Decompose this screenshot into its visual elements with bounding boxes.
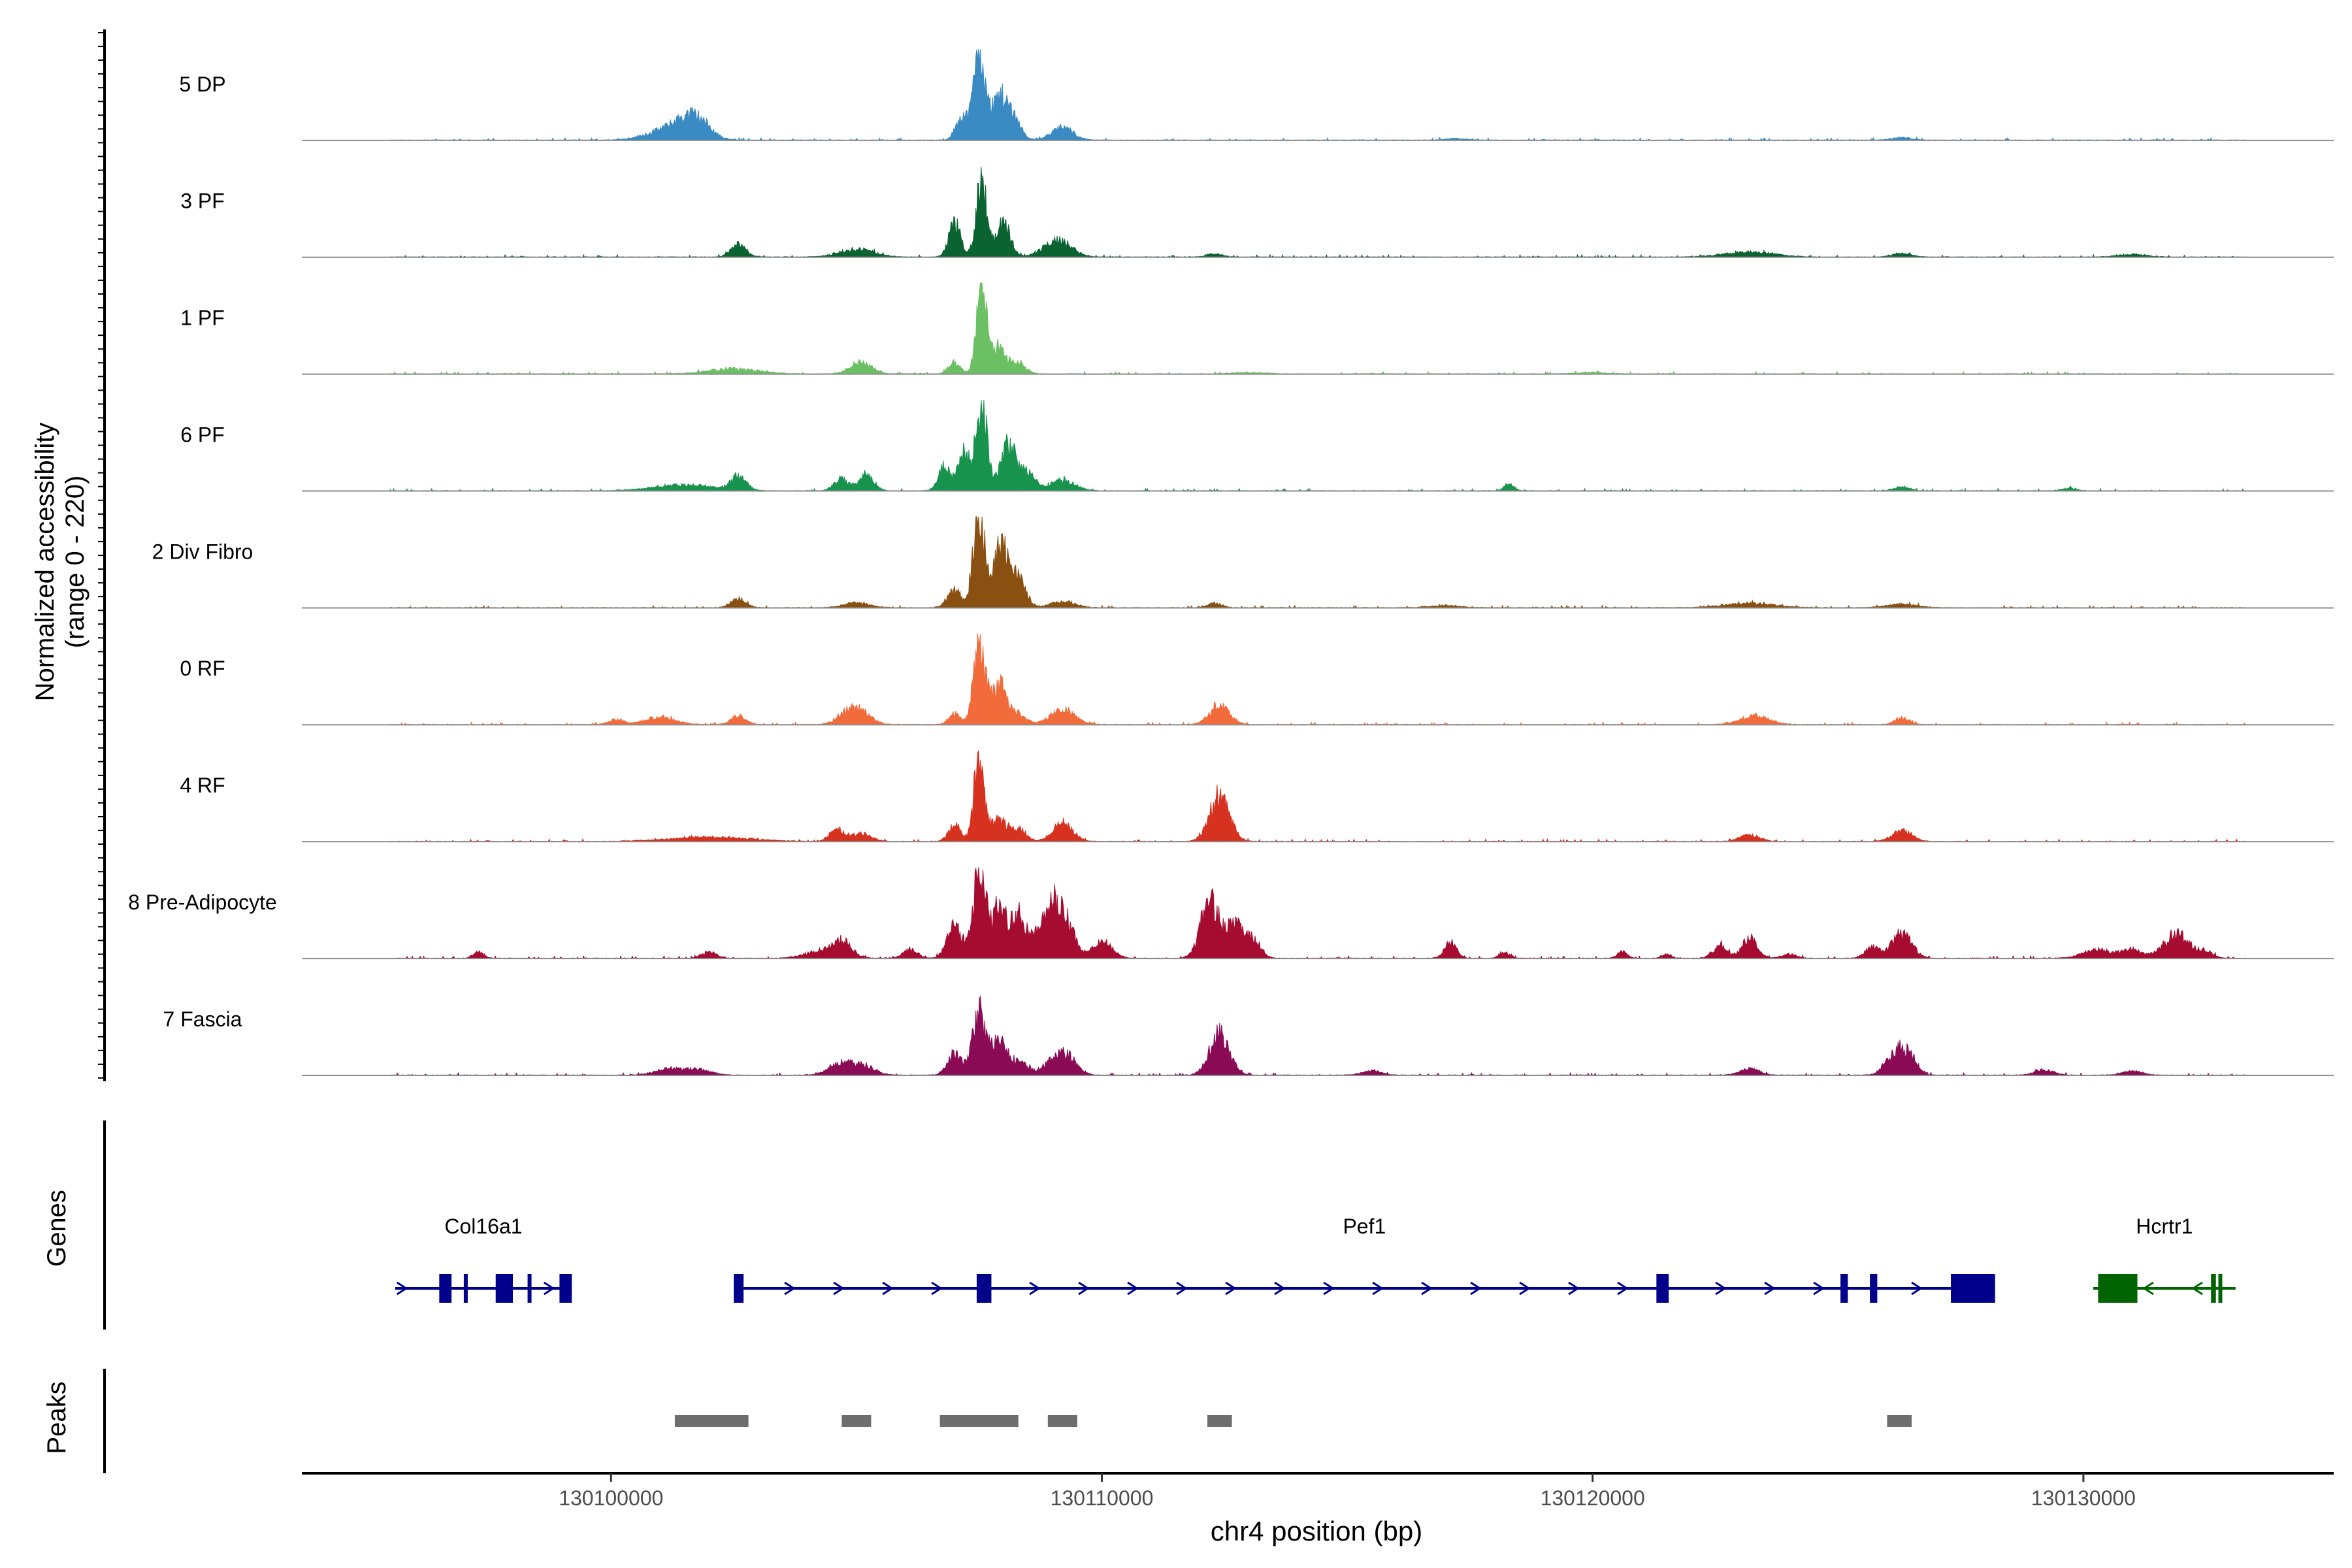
gene-label: Col16a1 <box>444 1215 522 1238</box>
exon <box>1840 1274 1848 1303</box>
gene-label: Pef1 <box>1343 1215 1386 1238</box>
gene-pef1: Pef1 <box>734 1215 1995 1303</box>
coverage-area <box>389 282 2246 375</box>
peak-region <box>1207 1415 1232 1427</box>
peak-region <box>939 1415 1019 1427</box>
coverage-area <box>389 516 2246 609</box>
x-tick-label: 130130000 <box>2031 1486 2136 1510</box>
strand-arrow <box>1911 1281 1923 1296</box>
strand-arrow <box>1568 1281 1580 1296</box>
track-7-fascia: 7 Fascia <box>163 995 2334 1076</box>
track-6-pf: 6 PF <box>180 399 2334 492</box>
strand-arrow <box>1323 1281 1335 1296</box>
x-tick-label: 130110000 <box>1051 1486 1154 1510</box>
peaks-panel-label: Peaks <box>42 1381 71 1454</box>
coverage-area <box>389 167 2246 258</box>
coverage-area <box>389 995 2246 1076</box>
exon <box>1870 1274 1878 1303</box>
strand-arrow <box>1470 1281 1482 1296</box>
track-label: 2 Div Fibro <box>152 540 253 563</box>
gene-col16a1: Col16a1 <box>395 1215 572 1303</box>
exon <box>976 1274 992 1303</box>
strand-arrow <box>1764 1281 1776 1296</box>
track-1-pf: 1 PF <box>180 282 2334 375</box>
coverage-area <box>389 49 2246 141</box>
strand-arrow <box>396 1281 408 1296</box>
strand-arrow <box>931 1281 943 1296</box>
coverage-area <box>389 633 2246 726</box>
y-axis-title-line1: Normalized accessibility <box>31 423 59 702</box>
strand-arrow <box>1127 1281 1139 1296</box>
strand-arrow <box>1274 1281 1286 1296</box>
exon <box>2098 1274 2138 1303</box>
track-label: 6 PF <box>180 423 225 446</box>
strand-arrow <box>2191 1281 2203 1296</box>
strand-arrow <box>543 1281 555 1296</box>
track-8-pre-adipocyte: 8 Pre-Adipocyte <box>128 867 2334 960</box>
track-2-div-fibro: 2 Div Fibro <box>152 516 2334 609</box>
strand-arrow <box>1519 1281 1531 1296</box>
track-label: 0 RF <box>180 657 225 680</box>
peak-region <box>841 1415 872 1427</box>
exon <box>1951 1274 1995 1303</box>
exon <box>1656 1274 1669 1303</box>
track-label: 1 PF <box>180 306 225 330</box>
strand-arrow <box>1715 1281 1727 1296</box>
exon <box>734 1274 744 1303</box>
strand-arrow <box>1176 1281 1188 1296</box>
exon <box>495 1274 514 1303</box>
track-label: 5 DP <box>179 73 225 96</box>
exon <box>527 1274 532 1303</box>
coverage-tracks: 5 DP 3 PF 1 PF 6 PF 2 Div Fibro 0 RF 4 RF 8 Pre… <box>128 49 2334 1076</box>
coverage-area <box>389 750 2246 842</box>
genes-panel-label: Genes <box>42 1190 71 1267</box>
exon <box>2211 1274 2216 1303</box>
track-0-rf: 0 RF <box>180 633 2334 726</box>
strand-arrow <box>784 1281 796 1296</box>
gene-label: Hcrtr1 <box>2136 1215 2193 1238</box>
exon <box>439 1274 452 1303</box>
y-axis-title-line2: (range 0 - 220) <box>61 476 90 649</box>
gene-annotation-track: Col16a1 Pef1 Hcrtr1 <box>395 1215 2236 1303</box>
x-axis-title: chr4 position (bp) <box>1211 1516 1423 1546</box>
peak-region <box>1887 1415 1912 1427</box>
strand-arrow <box>1029 1281 1041 1296</box>
peak-region <box>674 1415 749 1427</box>
strand-arrow <box>1078 1281 1090 1296</box>
x-tick-label: 130100000 <box>559 1486 663 1510</box>
track-5-dp: 5 DP <box>179 49 2334 141</box>
strand-arrow <box>1813 1281 1825 1296</box>
strand-arrow <box>2142 1281 2154 1296</box>
track-label: 8 Pre-Adipocyte <box>128 890 277 914</box>
track-label: 7 Fascia <box>163 1007 242 1031</box>
peak-regions-track <box>674 1415 1912 1427</box>
exon <box>2218 1274 2223 1303</box>
strand-arrow <box>1617 1281 1629 1296</box>
track-3-pf: 3 PF <box>180 167 2334 258</box>
coverage-area <box>389 399 2246 492</box>
axes: Normalized accessibility (range 0 - 220)… <box>31 29 2334 1546</box>
strand-arrow <box>1225 1281 1237 1296</box>
track-label: 3 PF <box>180 189 225 213</box>
strand-arrow <box>1421 1281 1433 1296</box>
exon <box>559 1274 572 1303</box>
gene-hcrtr1: Hcrtr1 <box>2093 1215 2236 1303</box>
strand-arrow <box>833 1281 845 1296</box>
strand-arrow <box>1372 1281 1384 1296</box>
strand-arrow <box>882 1281 894 1296</box>
exon <box>463 1274 468 1303</box>
track-label: 4 RF <box>180 774 225 797</box>
coverage-area <box>390 867 2246 959</box>
peak-region <box>1047 1415 1077 1427</box>
x-tick-label: 130120000 <box>1541 1486 1645 1510</box>
track-4-rf: 4 RF <box>180 750 2334 843</box>
